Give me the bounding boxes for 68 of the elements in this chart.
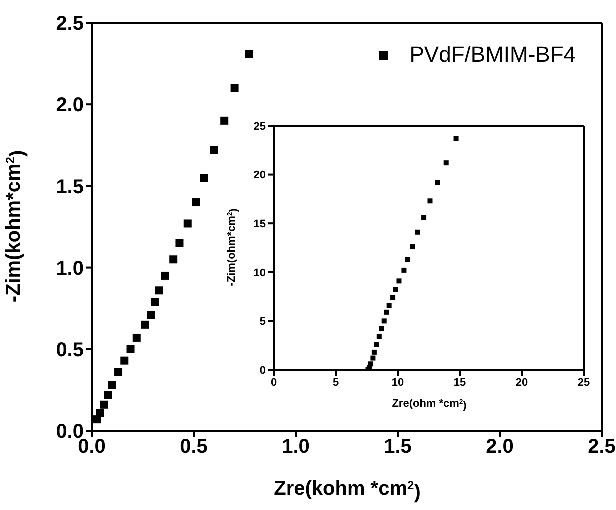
x-tick-label: 0.5 (180, 436, 208, 458)
y-tick-label: 0 (260, 364, 266, 377)
legend-label: PVdF/BMIM-BF4 (410, 42, 576, 68)
point (104, 391, 112, 400)
point (393, 287, 398, 292)
point (220, 116, 229, 125)
point (396, 278, 402, 284)
x-tick-label: 5 (332, 376, 340, 389)
y-tick-label: 5 (260, 316, 266, 328)
point (114, 368, 123, 376)
point (147, 311, 156, 320)
point (120, 356, 129, 365)
point (454, 136, 459, 142)
point (379, 326, 384, 332)
point (141, 320, 150, 329)
point (210, 146, 218, 154)
point (192, 198, 200, 207)
point (372, 350, 377, 355)
x-tick-label: 2.5 (588, 436, 616, 458)
point (161, 272, 170, 280)
point (184, 220, 192, 228)
y-tick-label: 10 (254, 267, 266, 280)
point (245, 50, 254, 58)
y-tick-label: 20 (254, 170, 266, 182)
x-tick-label: 0 (270, 376, 278, 389)
x-tick-label: 10 (392, 376, 404, 389)
x-tick-label: 1.5 (384, 436, 412, 458)
y-tick-label: 2.0 (56, 94, 84, 117)
y-tick-label: 25 (254, 120, 266, 133)
point (170, 256, 178, 264)
point (410, 244, 416, 250)
point (200, 174, 208, 182)
point (370, 356, 376, 361)
y-tick-label: 1.5 (56, 176, 84, 198)
point (108, 381, 116, 390)
point (100, 400, 108, 409)
point (435, 180, 440, 186)
point (384, 310, 390, 315)
point (151, 298, 160, 306)
x-tick-label: 20 (516, 376, 528, 389)
point (230, 84, 239, 92)
point (444, 160, 449, 166)
x-tick-label: 15 (454, 376, 466, 389)
point (428, 198, 433, 204)
point (176, 239, 184, 248)
y-tick-label: 2.5 (56, 13, 84, 36)
point (132, 334, 141, 342)
x-tick-label: 25 (578, 376, 590, 389)
point (382, 318, 387, 324)
point (402, 268, 407, 273)
x-axis-title: Zre(kohm *cm$^{2}$) (274, 478, 421, 504)
point (126, 345, 135, 354)
x-axis-title: Zre(ohm *cm$^{2}$) (392, 398, 468, 412)
point (390, 295, 396, 300)
y-tick-label: 1.0 (56, 258, 84, 280)
point (386, 303, 392, 308)
point (155, 286, 164, 295)
point (96, 409, 104, 418)
point (422, 215, 427, 220)
point (376, 334, 382, 340)
point (415, 230, 420, 235)
x-tick-label: 2.0 (486, 436, 514, 458)
y-tick-label: 0.5 (56, 340, 84, 362)
point (374, 342, 380, 348)
point (405, 257, 410, 262)
x-tick-label: 1.0 (282, 436, 310, 458)
point (368, 362, 374, 367)
y-tick-label: 15 (254, 218, 266, 231)
